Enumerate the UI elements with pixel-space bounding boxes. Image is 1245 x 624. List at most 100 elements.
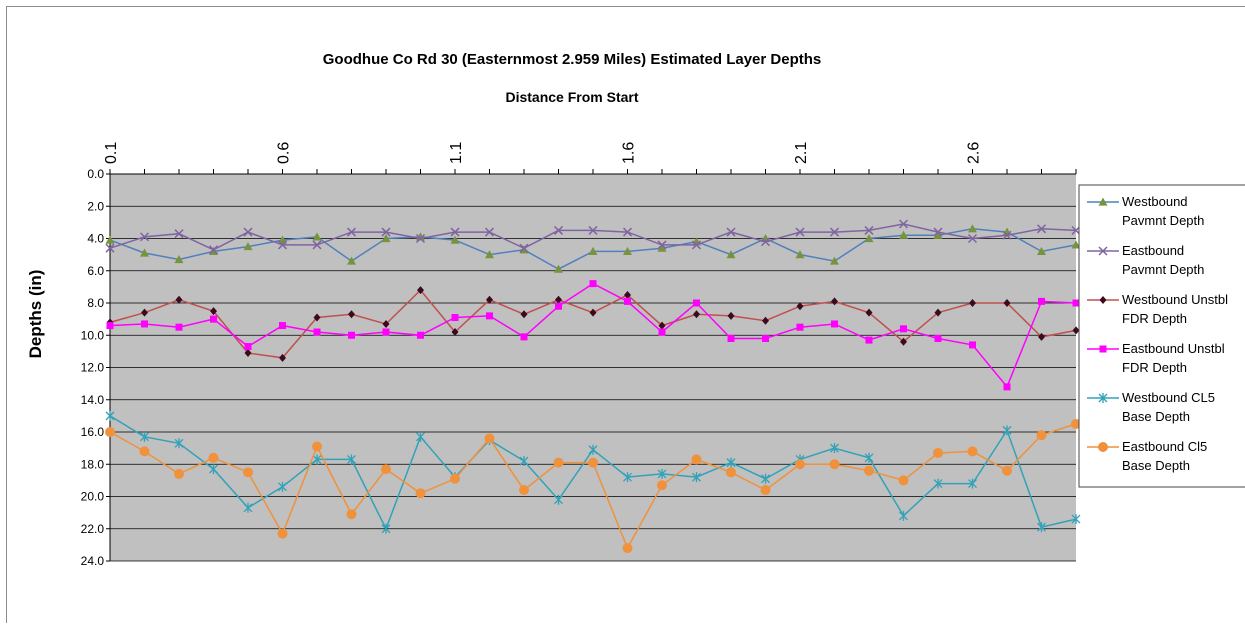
legend-swatch-marker bbox=[1098, 246, 1108, 256]
data-point bbox=[657, 480, 667, 491]
data-point bbox=[1002, 425, 1012, 436]
data-point bbox=[1036, 224, 1047, 234]
data-point bbox=[519, 243, 529, 253]
legend-item: Eastbound Pavmnt Depth bbox=[1087, 243, 1204, 277]
data-point bbox=[830, 256, 839, 265]
y-tick-label: 10.0 bbox=[81, 328, 105, 342]
legend-item: Eastbound Cl5 Base Depth bbox=[1087, 439, 1207, 473]
y-tick-label: 24.0 bbox=[81, 554, 105, 568]
data-point bbox=[657, 240, 667, 250]
data-point bbox=[312, 232, 322, 241]
data-point bbox=[381, 464, 391, 475]
chart-frame: Goodhue Co Rd 30 (Easternmost 2.959 Mile… bbox=[6, 6, 1245, 623]
data-point bbox=[969, 299, 976, 307]
data-point bbox=[588, 444, 598, 455]
legend: Westbound Pavmnt Depth Eastbound Pavmnt Dep… bbox=[1078, 184, 1245, 488]
data-point bbox=[554, 264, 563, 273]
data-point bbox=[347, 454, 356, 465]
y-tick-label: 8.0 bbox=[87, 296, 104, 310]
data-point bbox=[933, 230, 943, 239]
data-point bbox=[898, 219, 909, 229]
y-tick-label: 0.0 bbox=[87, 167, 104, 181]
data-point bbox=[415, 488, 426, 499]
legend-label: Base Depth bbox=[1122, 458, 1190, 473]
legend-box bbox=[1078, 184, 1245, 488]
data-point bbox=[1037, 522, 1046, 533]
data-point bbox=[348, 310, 355, 319]
data-point bbox=[520, 310, 528, 319]
data-point bbox=[727, 311, 735, 320]
data-point bbox=[829, 227, 840, 237]
data-point bbox=[969, 341, 976, 349]
series-4 bbox=[106, 280, 1080, 391]
data-point bbox=[243, 502, 253, 513]
data-point bbox=[243, 227, 253, 237]
data-point bbox=[486, 295, 493, 304]
x-tick-label: 2.6 bbox=[966, 142, 983, 164]
data-point bbox=[1072, 299, 1080, 307]
line-chart: Goodhue Co Rd 30 (Easternmost 2.959 Mile… bbox=[26, 51, 1245, 568]
data-point bbox=[726, 467, 736, 478]
data-point bbox=[934, 308, 942, 317]
data-point bbox=[312, 454, 322, 465]
data-point bbox=[312, 240, 322, 250]
data-point bbox=[416, 431, 425, 442]
data-point bbox=[244, 343, 252, 351]
data-point bbox=[450, 473, 460, 484]
data-point bbox=[141, 320, 148, 328]
data-point bbox=[382, 319, 390, 328]
data-point bbox=[1072, 326, 1080, 335]
data-point bbox=[726, 227, 736, 237]
data-point bbox=[898, 475, 909, 486]
data-point bbox=[174, 438, 184, 449]
legend-swatch-marker bbox=[1098, 393, 1108, 403]
data-point bbox=[105, 427, 115, 437]
legend-label: Westbound CL5 bbox=[1122, 390, 1215, 405]
data-point bbox=[105, 235, 115, 244]
data-point bbox=[382, 328, 390, 336]
data-point bbox=[693, 310, 700, 319]
data-point bbox=[553, 457, 564, 468]
data-point bbox=[658, 321, 666, 330]
data-point bbox=[210, 315, 217, 323]
data-point bbox=[795, 227, 805, 237]
data-point bbox=[174, 229, 184, 239]
data-point bbox=[106, 322, 114, 330]
legend-item: Eastbound Unstbl FDR Depth bbox=[1087, 341, 1225, 375]
data-point bbox=[968, 478, 977, 489]
legend-label: Westbound bbox=[1122, 194, 1188, 209]
series-5 bbox=[105, 410, 1081, 534]
y-axis-label: Depths (in) bbox=[26, 270, 45, 359]
data-point bbox=[210, 307, 217, 316]
data-point bbox=[967, 446, 978, 457]
data-point bbox=[691, 240, 702, 250]
data-point bbox=[933, 478, 943, 489]
data-point bbox=[1071, 514, 1081, 525]
data-point bbox=[450, 235, 460, 244]
data-point bbox=[761, 473, 770, 484]
y-tick-label: 18.0 bbox=[81, 457, 105, 471]
data-point bbox=[864, 452, 874, 463]
y-tick-label: 20.0 bbox=[81, 490, 105, 504]
data-point bbox=[624, 290, 631, 299]
data-point bbox=[900, 337, 907, 346]
data-point bbox=[140, 248, 149, 257]
series-layer bbox=[105, 219, 1081, 554]
data-point bbox=[244, 348, 252, 357]
data-point bbox=[589, 308, 597, 317]
data-point bbox=[243, 242, 253, 251]
data-point bbox=[555, 302, 562, 310]
y-tick-label: 6.0 bbox=[87, 264, 104, 278]
data-point bbox=[588, 225, 598, 235]
data-point bbox=[588, 246, 598, 255]
data-point bbox=[864, 465, 874, 476]
x-axis-ticks: 0.1 0.6 1.1 1.6 2.1 2.6 bbox=[103, 142, 1077, 174]
x-tick-label: 1.6 bbox=[621, 142, 638, 164]
legend-swatch-marker bbox=[1098, 197, 1108, 206]
legend-swatch-marker bbox=[1098, 442, 1108, 452]
legend-swatch-marker bbox=[1099, 296, 1107, 304]
data-point bbox=[933, 227, 943, 237]
data-point bbox=[588, 457, 598, 468]
data-point bbox=[900, 325, 907, 333]
data-point bbox=[1003, 383, 1011, 391]
